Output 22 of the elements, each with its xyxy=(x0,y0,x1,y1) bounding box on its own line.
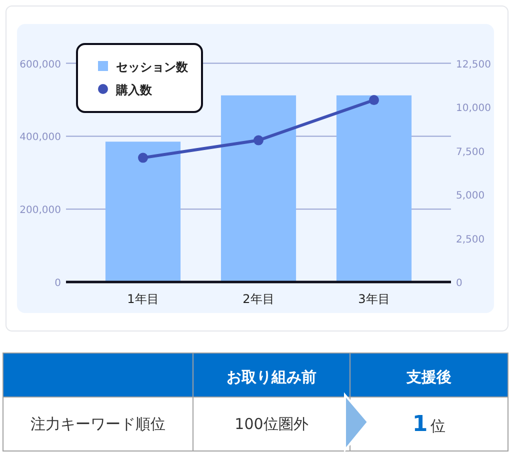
y2-tick-label: 10,000 xyxy=(456,103,491,114)
x-tick-label: 3年目 xyxy=(358,292,390,306)
y-tick-label: 400,000 xyxy=(20,132,61,144)
y-tick-label: 200,000 xyxy=(20,205,61,216)
text: 注力キーワード順位 xyxy=(30,415,166,433)
y2-tick-label: 7,500 xyxy=(456,146,485,158)
y2-tick-label: 2,500 xyxy=(456,234,485,246)
text: 支援後 xyxy=(406,368,452,386)
x-tick-label: 2年目 xyxy=(242,292,274,306)
y2-tick-label: 12,500 xyxy=(456,59,491,70)
point xyxy=(138,152,148,163)
y2-tick-label: 0 xyxy=(456,278,462,289)
y-tick-label: 600,000 xyxy=(20,59,61,70)
y-tick-label: 0 xyxy=(54,278,61,289)
legend-label: セッション数 xyxy=(116,60,189,74)
point xyxy=(369,95,379,106)
legend-label: 購入数 xyxy=(115,83,153,97)
x-tick-label: 1年目 xyxy=(127,292,159,306)
y2-tick-label: 5,000 xyxy=(456,190,485,202)
text: お取り組み前 xyxy=(226,368,316,386)
text: 100位圏外 xyxy=(234,415,308,433)
point xyxy=(254,135,264,146)
